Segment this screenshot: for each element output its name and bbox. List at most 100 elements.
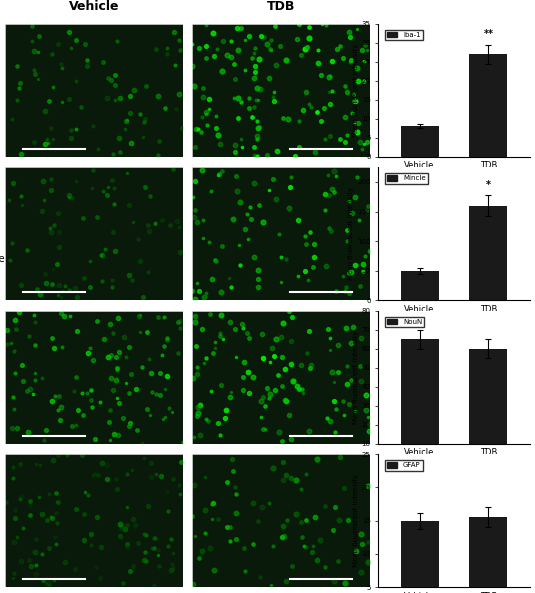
Point [258,329,267,339]
Point [198,215,207,225]
Point [189,579,197,589]
Point [45,96,54,106]
Point [61,557,70,567]
Point [89,355,97,365]
Point [364,426,373,436]
Point [330,167,338,176]
Point [42,578,50,588]
Point [144,226,153,235]
Point [294,271,303,280]
Point [80,509,89,519]
Point [168,559,177,568]
Point [63,451,71,460]
Point [287,359,295,368]
Point [108,176,116,185]
Point [163,49,171,59]
Point [32,569,40,578]
Point [296,361,305,370]
Point [171,60,179,70]
Point [213,44,221,53]
Point [109,149,118,159]
Point [175,46,184,55]
Point [206,310,215,319]
Point [343,225,351,235]
Point [298,533,307,542]
Point [365,419,374,428]
Point [273,370,282,380]
Point [17,191,25,200]
Point [125,91,134,101]
Point [356,376,365,385]
Point [18,524,27,533]
Point [175,222,184,232]
Point [318,19,326,28]
Point [123,520,131,530]
Point [169,548,177,557]
Point [275,427,284,436]
Point [163,333,171,343]
Point [194,125,203,134]
Point [98,250,106,260]
Point [302,240,310,249]
Point [227,52,235,62]
Point [48,513,56,522]
Point [250,67,259,76]
Point [303,349,311,358]
Point [51,391,59,401]
Point [225,536,234,546]
Point [112,352,120,362]
Point [31,340,40,350]
Point [25,510,34,519]
Point [33,47,42,56]
Point [190,295,199,304]
Point [175,316,184,326]
Point [163,371,171,381]
Point [319,104,328,113]
Point [349,322,358,331]
Point [353,63,362,72]
Point [326,226,335,235]
Point [265,394,273,403]
Point [249,372,257,382]
Point [27,21,36,31]
Point [279,521,287,531]
Point [269,174,277,184]
Point [236,134,245,144]
Bar [401,126,439,157]
Point [121,524,129,534]
Point [241,224,249,234]
Point [122,378,131,388]
Point [330,377,339,387]
Point [112,474,120,484]
Point [292,476,300,485]
Point [351,260,360,270]
Point [343,130,351,139]
Point [123,168,132,178]
Point [98,458,106,467]
Point [305,227,314,237]
Point [109,385,117,395]
Point [151,469,160,479]
Point [297,385,306,394]
Point [39,575,48,585]
Point [133,425,142,435]
Point [7,423,16,433]
Point [235,240,243,250]
Point [351,407,360,416]
Point [72,504,81,514]
Point [195,44,204,53]
Point [204,104,213,113]
Point [195,553,203,562]
Point [229,214,238,224]
Point [327,367,336,377]
Point [154,91,162,101]
Point [30,547,39,556]
Point [190,176,199,185]
Point [94,470,103,480]
Point [58,63,66,73]
Point [233,187,241,196]
Point [198,325,207,334]
Point [78,213,87,223]
Point [189,480,198,490]
Point [271,385,280,394]
